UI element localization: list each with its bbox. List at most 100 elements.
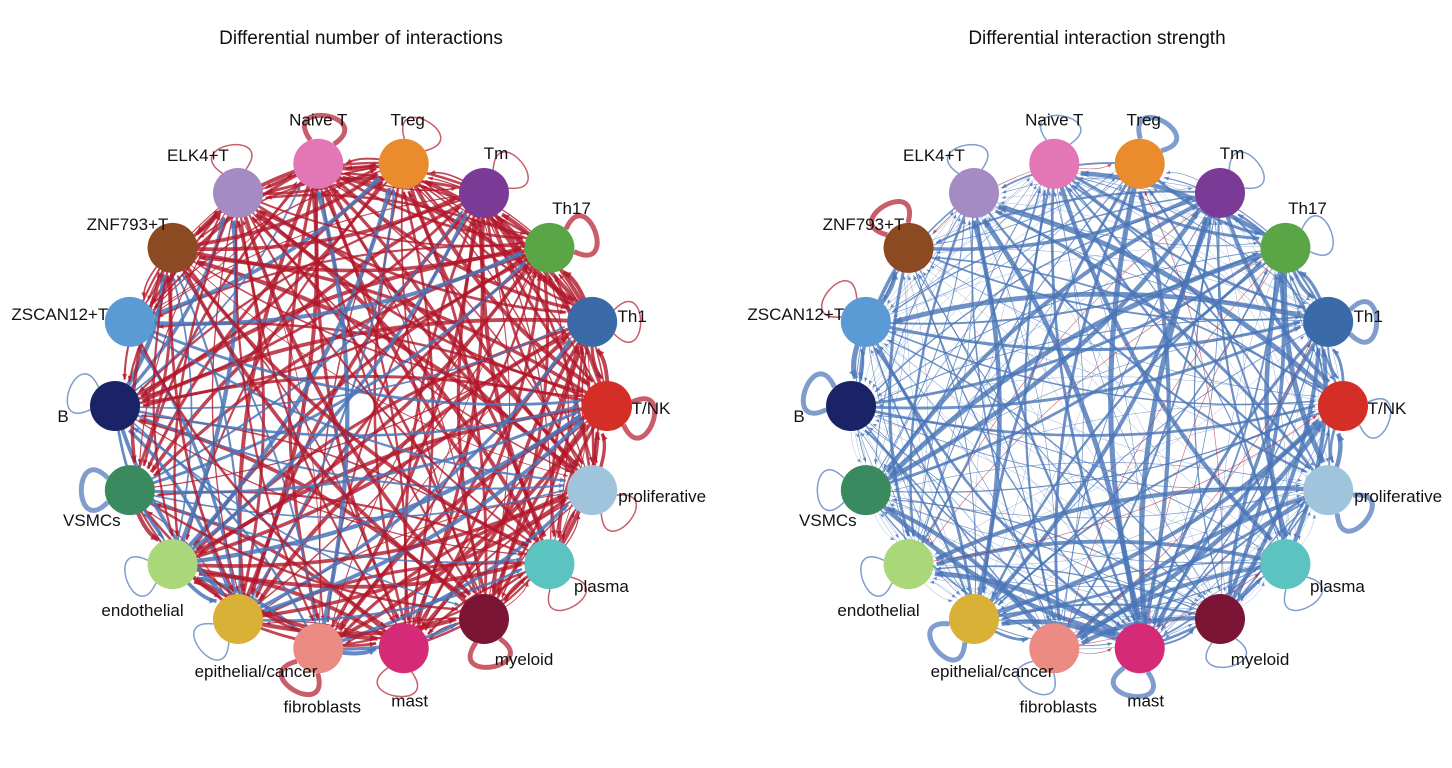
edge-arrowhead [1188, 612, 1193, 617]
edge-arrowhead [1304, 463, 1311, 469]
edge-arrowhead [1234, 217, 1240, 223]
edge-endothelial-to-myeloid [908, 563, 1193, 618]
node-label: Treg [391, 111, 425, 130]
edge-ELK4+T-to-epithelial/cancer [211, 192, 239, 592]
edge-arrowhead [513, 563, 522, 570]
edge-arrowhead [998, 599, 1004, 606]
edge-arrowhead [1108, 173, 1114, 178]
edge-ELK4+T-to-endothelial [909, 192, 976, 537]
edge-ZSCAN12+T-to-plasma [865, 321, 1262, 551]
edge-arrowhead [560, 331, 566, 336]
edge-arrowhead [558, 489, 565, 494]
node-label: fibroblasts [1020, 697, 1097, 716]
edge-arrowhead [151, 464, 158, 473]
edge-ELK4+T-to-plasma [237, 192, 533, 544]
edge-ELK4+T-to-Th1 [237, 191, 566, 314]
edge-arrowhead [447, 618, 456, 625]
edge-arrowhead [1261, 582, 1265, 587]
edge-arrowhead [1312, 394, 1317, 398]
self-loop-fibroblasts [1016, 660, 1056, 696]
edge-arrowhead [1296, 494, 1301, 499]
edge-ELK4+T-to-VSMCs [874, 192, 975, 464]
edge-proliferative-to-Th17 [1289, 275, 1331, 491]
edge-Th17-to-ZSCAN12+T [893, 245, 1286, 318]
edge-Treg-to-T/NK [401, 162, 591, 387]
edge-ELK4+T-to-Th1 [973, 192, 1302, 313]
node-label: fibroblasts [284, 697, 361, 716]
edge-arrowhead [1273, 274, 1278, 280]
edge-ZNF793+T-to-T/NK [172, 247, 581, 398]
node-label: VSMCs [799, 511, 857, 530]
edge-epithelial/cancer-to-proliferative [237, 498, 567, 621]
edge-Th17-to-fibroblasts [1067, 247, 1286, 625]
edge-arrowhead [1295, 499, 1302, 506]
edge-mast-to-Th17 [1138, 274, 1277, 649]
edge-arrowhead [1191, 206, 1196, 212]
self-loop-epithelial/cancer [927, 621, 968, 663]
edge-arrowhead [1299, 272, 1307, 278]
edge-arrowhead [960, 588, 965, 593]
edge-endothelial-to-proliferative [908, 494, 1301, 567]
edge-plasma-to-Th17 [548, 275, 570, 565]
edge-arrowhead [572, 399, 580, 405]
edge-arrowhead [877, 392, 883, 397]
edge-arrowhead [558, 499, 566, 507]
edge-Th1-to-Naive T [1078, 177, 1329, 323]
edge-arrowhead [978, 220, 983, 226]
edge-arrowhead [1187, 623, 1193, 628]
node-label: myeloid [1231, 650, 1290, 669]
edge-arrowhead [578, 423, 586, 432]
edge-arrowhead [516, 241, 522, 246]
edge-arrowhead [292, 181, 297, 187]
edge-ELK4+T-to-mast [236, 192, 396, 623]
self-loop-T/NK [621, 396, 658, 441]
edge-Th17-to-ELK4+T [1001, 194, 1286, 249]
edge-myeloid-to-T/NK [1219, 430, 1330, 620]
edge-arrowhead [1213, 220, 1218, 226]
edge-arrowhead [1184, 197, 1193, 204]
edge-arrowhead [1219, 220, 1223, 226]
edge-ZSCAN12+T-to-Treg [129, 176, 381, 324]
edge-ZSCAN12+T-to-T/NK [129, 320, 580, 406]
edge-ZNF793+T-to-epithelial/cancer [906, 247, 970, 592]
edge-arrowhead [476, 220, 483, 228]
edge-VSMCs-to-proliferative [129, 489, 565, 519]
node-label: Tm [484, 144, 509, 163]
node-label: ZNF793+T [87, 215, 169, 234]
edge-arrowhead [1293, 326, 1301, 332]
node-label: mast [1127, 691, 1164, 710]
edge-arrowhead [860, 432, 865, 437]
edge-arrowhead [132, 427, 140, 433]
node-label: mast [391, 691, 428, 710]
edge-arrowhead [147, 461, 154, 469]
edge-B-to-Th17 [114, 256, 524, 408]
edge-ZNF793+T-to-Th1 [908, 247, 1301, 322]
edge-arrowhead [572, 415, 581, 423]
edge-arrowhead [575, 420, 583, 428]
edge-B-to-Treg [114, 180, 384, 408]
edge-arrowhead [1252, 568, 1258, 573]
self-loop-mast [376, 667, 419, 698]
edge-endothelial-to-Treg [171, 187, 392, 566]
network-interaction-strength: Naive T Treg Tm Th17 Th1 T/NK proliferative pla… [747, 111, 1442, 717]
edge-arrowhead [883, 294, 888, 301]
edge-arrowhead [1075, 181, 1081, 186]
edge-arrowhead [1310, 410, 1316, 415]
edge-arrowhead [1216, 585, 1221, 592]
node-label: Th17 [552, 199, 591, 218]
edge-Tm-to-ELK4+T [1001, 177, 1221, 194]
edge-ZSCAN12+T-to-Th17 [865, 251, 1259, 325]
edge-arrowhead [1032, 623, 1037, 627]
edge-arrowhead [1253, 557, 1258, 562]
edge-arrowhead [988, 217, 993, 222]
edge-endothelial-to-Tm [171, 213, 468, 566]
edge-arrowhead [565, 468, 571, 473]
node-Naive T [293, 138, 344, 189]
node-label: T/NK [1368, 399, 1407, 418]
edge-arrowhead [1251, 252, 1258, 258]
edge-arrowhead [513, 246, 522, 253]
node-VSMCs [104, 465, 155, 516]
edge-arrowhead [460, 214, 467, 222]
edge-arrowhead [196, 260, 205, 267]
edge-arrowhead [887, 299, 891, 304]
